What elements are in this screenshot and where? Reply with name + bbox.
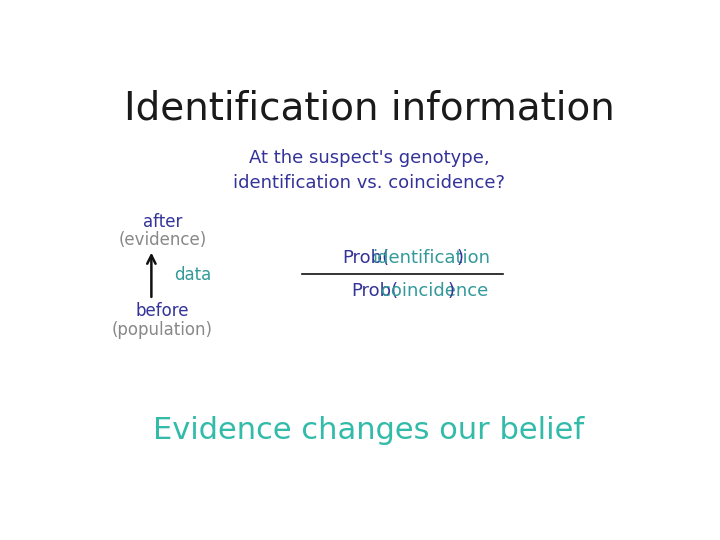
Text: Identification information: Identification information (124, 90, 614, 127)
Text: Prob(: Prob( (351, 282, 398, 300)
Text: after: after (143, 213, 182, 231)
Text: identification: identification (372, 249, 490, 267)
Text: At the suspect's genotype,: At the suspect's genotype, (248, 150, 490, 167)
Text: (population): (population) (112, 321, 213, 339)
Text: ): ) (448, 282, 455, 300)
Text: data: data (174, 266, 211, 284)
Text: before: before (136, 302, 189, 320)
Text: coincidence: coincidence (382, 282, 489, 300)
Text: identification vs. coincidence?: identification vs. coincidence? (233, 174, 505, 192)
Text: Prob(: Prob( (342, 249, 389, 267)
Text: ): ) (457, 249, 464, 267)
Text: (evidence): (evidence) (118, 231, 207, 249)
Text: Evidence changes our belief: Evidence changes our belief (153, 416, 585, 445)
